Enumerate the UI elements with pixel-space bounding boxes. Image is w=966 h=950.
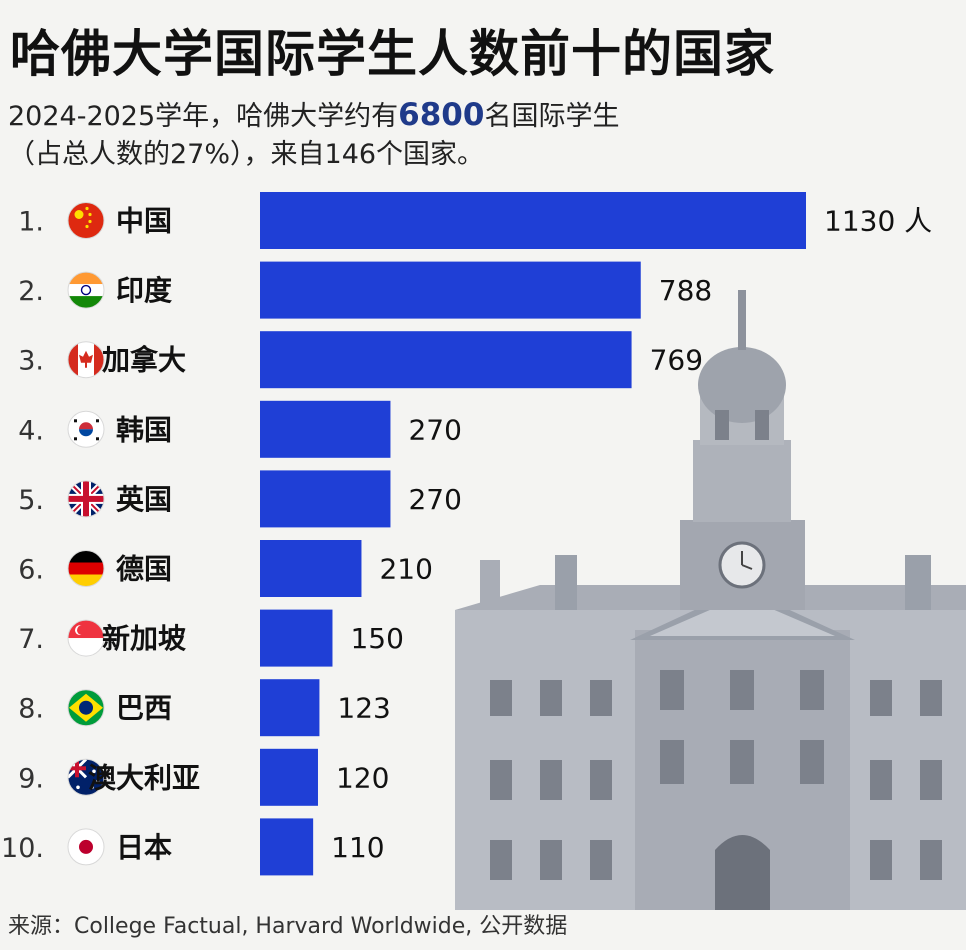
rank-label: 7. bbox=[18, 624, 44, 655]
subtitle-suffix: 名国际学生 bbox=[484, 101, 620, 132]
rank-label: 1. bbox=[18, 207, 44, 238]
china-flag-icon bbox=[67, 202, 105, 239]
singapore-flag-icon bbox=[67, 619, 105, 657]
country-label: 加拿大 bbox=[102, 344, 186, 377]
bar bbox=[260, 609, 333, 667]
country-label: 英国 bbox=[116, 483, 172, 516]
canada-flag-icon bbox=[67, 341, 105, 379]
country-label: 巴西 bbox=[116, 692, 172, 725]
bar bbox=[260, 818, 314, 876]
value-label: 120 bbox=[336, 761, 389, 794]
country-label: 新加坡 bbox=[102, 622, 186, 655]
value-label: 788 bbox=[659, 274, 712, 307]
source-note: 来源：College Factual, Harvard Worldwide, 公… bbox=[8, 914, 568, 939]
india-flag-icon bbox=[67, 271, 105, 309]
bar bbox=[260, 192, 806, 249]
chart-row: 4. 韩国 270 bbox=[18, 400, 462, 458]
chart-row: 1. 中国 1130 人 bbox=[18, 192, 932, 249]
value-label: 1130 人 bbox=[824, 205, 932, 238]
chart-row: 5. 英国 270 bbox=[18, 470, 462, 528]
rank-label: 10. bbox=[1, 833, 44, 864]
country-label: 澳大利亚 bbox=[88, 761, 200, 794]
chart-row: 9. 澳大利亚 120 bbox=[18, 748, 389, 806]
country-label: 中国 bbox=[116, 205, 172, 238]
uk-flag-icon bbox=[67, 480, 105, 518]
brazil-flag-icon bbox=[67, 689, 105, 727]
value-label: 210 bbox=[379, 553, 432, 586]
rank-label: 4. bbox=[18, 415, 44, 446]
value-label: 270 bbox=[408, 413, 461, 446]
germany-flag-icon bbox=[67, 550, 105, 587]
subtitle-prefix: 2024-2025学年，哈佛大学约有 bbox=[8, 101, 399, 132]
rank-label: 9. bbox=[18, 763, 44, 794]
bar bbox=[260, 748, 318, 806]
subtitle-line2: （占总人数的27%），来自146个国家。 bbox=[8, 139, 485, 170]
value-label: 123 bbox=[337, 692, 390, 725]
rank-label: 6. bbox=[18, 555, 44, 586]
chart-row: 7. 新加坡 150 bbox=[18, 609, 404, 667]
country-label: 日本 bbox=[116, 831, 172, 864]
bar bbox=[260, 679, 320, 737]
chart-row: 3. 加拿大 769 bbox=[18, 331, 703, 389]
rank-label: 8. bbox=[18, 694, 44, 725]
value-label: 270 bbox=[408, 483, 461, 516]
country-label: 德国 bbox=[116, 553, 172, 586]
chart-row: 8. 巴西 123 bbox=[18, 679, 391, 737]
australia-flag-icon bbox=[67, 758, 105, 796]
bar bbox=[260, 540, 362, 597]
chart-title: 哈佛大学国际学生人数前十的国家 bbox=[10, 25, 775, 83]
rank-label: 5. bbox=[18, 485, 44, 516]
subtitle-highlight-number: 6800 bbox=[398, 97, 485, 133]
value-label: 769 bbox=[650, 344, 703, 377]
bar bbox=[260, 400, 391, 458]
chart-row: 6. 德国 210 bbox=[18, 540, 433, 597]
chart-row: 10. 日本 110 bbox=[1, 818, 385, 876]
value-label: 110 bbox=[331, 831, 384, 864]
south-korea-flag-icon bbox=[67, 410, 105, 448]
value-label: 150 bbox=[350, 622, 403, 655]
bar bbox=[260, 331, 632, 389]
country-label: 印度 bbox=[116, 274, 172, 307]
rank-label: 2. bbox=[18, 276, 44, 307]
chart-subtitle: 2024-2025学年，哈佛大学约有6800名国际学生 （占总人数的27%），来… bbox=[8, 96, 708, 174]
bar bbox=[260, 261, 641, 319]
bar bbox=[260, 470, 391, 528]
country-label: 韩国 bbox=[116, 413, 172, 446]
japan-flag-icon bbox=[67, 828, 105, 866]
chart-row: 2. 印度 788 bbox=[18, 261, 712, 319]
rank-label: 3. bbox=[18, 346, 44, 377]
